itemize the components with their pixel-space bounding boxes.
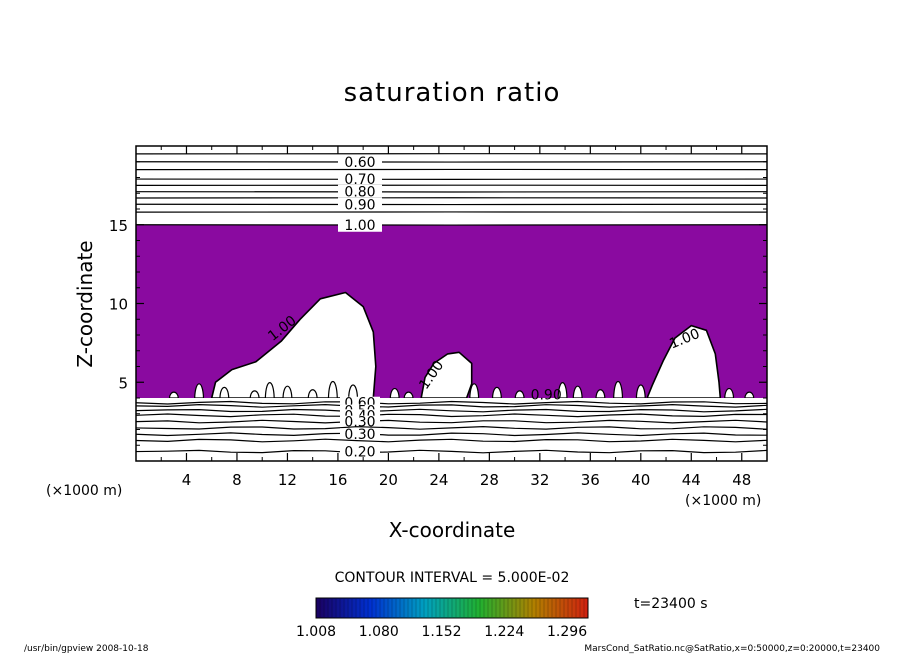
lower-contour-4 (136, 419, 767, 424)
x-unit-right: (×1000 m) (685, 493, 761, 509)
upper-contour-label-7: 0.90 (344, 197, 375, 213)
spike-contour-7 (327, 380, 338, 399)
upper-contour-label-1: 0.60 (344, 155, 375, 171)
lower-contour-6 (136, 432, 767, 437)
spike-contour-12 (491, 386, 502, 399)
upper-contour-label-5: 0.80 (344, 185, 375, 201)
y-axis: 5 10 15 (109, 161, 767, 446)
plot-area: 0.600.700.800.901.000.600.500.400.300.30… (136, 153, 767, 461)
spike-contour-1 (194, 383, 205, 399)
spike-contour-13 (514, 390, 525, 399)
colorbar-tick-label: 1.080 (359, 624, 399, 640)
time-label: t=23400 s (634, 596, 708, 612)
lower-contour-label-6: 0.30 (344, 427, 375, 443)
chart-title: saturation ratio (344, 78, 561, 108)
spike-contour-9 (389, 387, 400, 399)
x-tick-label: 44 (682, 471, 701, 489)
x-tick-label: 8 (232, 471, 242, 489)
spike-contour-20 (744, 391, 755, 399)
x-tick-label: 32 (530, 471, 549, 489)
colorbar-ticks: 1.008 1.080 1.152 1.224 1.296 (296, 624, 587, 640)
bubble-contour-0 (210, 291, 377, 399)
upper-contour-label-bg-5 (338, 184, 382, 199)
footer-right: MarsCond_SatRatio.nc@SatRatio,x=0:50000,… (584, 644, 880, 654)
x-tick-label: 12 (278, 471, 297, 489)
spike-contour-0 (168, 391, 179, 399)
spike-contour-3 (249, 390, 260, 399)
lower-contour-0 (136, 400, 767, 405)
inline-contour-label-3: 0.90 (531, 388, 562, 404)
upper-contour-label-bg-1 (338, 154, 382, 169)
x-tick-label: 48 (732, 471, 751, 489)
x-tick-label: 24 (429, 471, 448, 489)
lower-contour-8 (136, 449, 767, 454)
contour-interval-text: CONTOUR INTERVAL = 5.000E-02 (335, 570, 570, 586)
lower-contour-2 (136, 408, 767, 413)
upper-contour-label-9: 1.00 (344, 218, 375, 234)
colorbar-tick-label: 1.224 (484, 624, 524, 640)
plot-content: 0.600.700.800.901.000.600.500.400.300.30… (136, 153, 767, 461)
spike-contour-11 (469, 383, 480, 399)
y-tick-label: 10 (109, 296, 128, 314)
bubble-contour-1 (420, 351, 473, 399)
spike-contour-17 (613, 380, 624, 399)
x-axis: 4 8 12 16 20 24 28 32 36 40 44 48 (160, 146, 751, 489)
spike-contour-2 (219, 386, 230, 399)
lower-contour-label-8: 0.20 (344, 445, 375, 461)
colorbar (315, 597, 589, 619)
lower-contour-3 (136, 413, 767, 418)
bubble-contour-2 (646, 324, 722, 399)
lower-contour-5 (136, 425, 767, 430)
x-tick-label: 28 (480, 471, 499, 489)
x-tick-label: 4 (182, 471, 192, 489)
colorbar-tick-label: 1.296 (547, 624, 587, 640)
colorbar-tick-label: 1.152 (421, 624, 461, 640)
x-axis-label: X-coordinate (389, 518, 516, 542)
colorbar-stripes (319, 599, 585, 617)
footer-left: /usr/bin/gpview 2008-10-18 (24, 644, 149, 654)
lower-contour-label-bg-4 (340, 415, 380, 428)
lower-contour-7 (136, 438, 767, 443)
upper-contour-label-bg-9 (338, 217, 382, 232)
colorbar-tick-label: 1.008 (296, 624, 336, 640)
spike-contour-14 (557, 382, 568, 399)
lower-contour-label-bg-8 (340, 445, 380, 458)
x-tick-label: 20 (379, 471, 398, 489)
spike-contour-18 (635, 384, 646, 399)
spike-contour-6 (307, 389, 318, 399)
spike-contour-5 (282, 385, 293, 399)
x-tick-label: 16 (328, 471, 347, 489)
upper-contour-label-3: 0.70 (344, 172, 375, 188)
lower-contour-label-bg-6 (340, 428, 380, 441)
spike-contour-4 (264, 382, 275, 399)
lower-contour-1 (136, 403, 767, 408)
spike-contour-15 (572, 385, 583, 399)
spike-contour-16 (595, 389, 606, 399)
x-unit-left: (×1000 m) (46, 483, 122, 499)
y-axis-label: Z-coordinate (73, 240, 97, 367)
x-tick-label: 36 (581, 471, 600, 489)
y-tick-label: 15 (109, 217, 128, 235)
spike-contour-19 (724, 387, 735, 399)
y-tick-label: 5 (118, 374, 128, 392)
spike-contour-10 (403, 391, 414, 399)
upper-contour-label-bg-3 (338, 172, 382, 187)
x-tick-label: 40 (631, 471, 650, 489)
upper-contour-label-bg-7 (338, 197, 382, 212)
